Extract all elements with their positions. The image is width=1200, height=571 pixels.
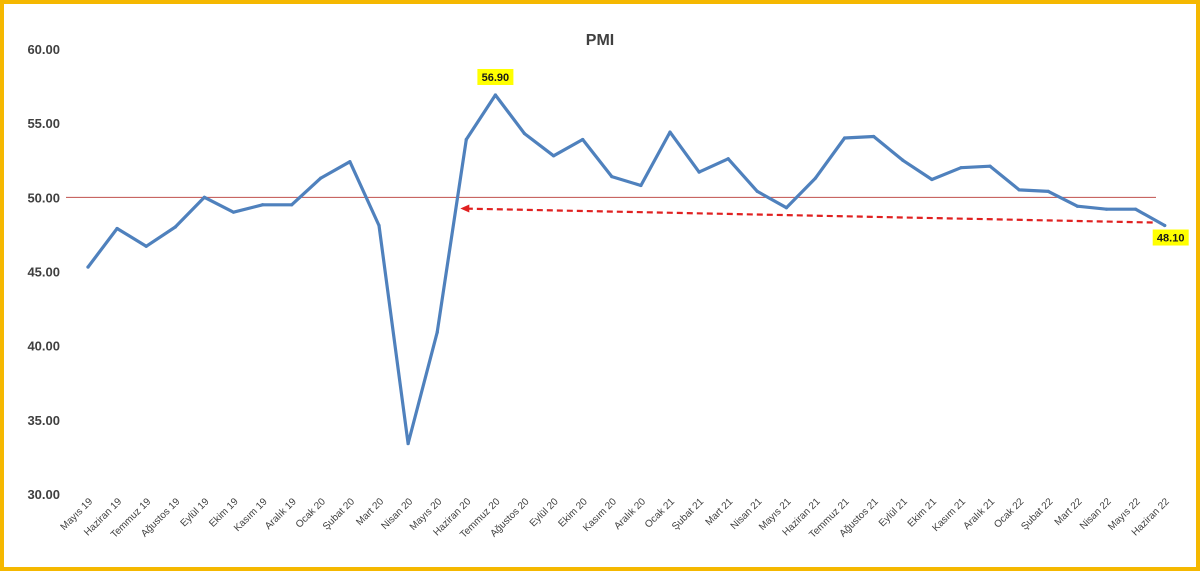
data-point [639,183,643,188]
x-tick-label: Şubat 22 [1019,496,1055,532]
y-tick-label: 35.00 [27,413,60,428]
data-point [813,176,818,180]
data-point [959,166,963,170]
data-point [988,164,992,168]
data-point [493,93,497,97]
data-point [290,203,294,207]
y-tick-label: 50.00 [27,190,60,205]
data-point [1046,189,1050,193]
data-point [231,210,236,214]
data-point [610,174,614,179]
data-point [144,244,148,248]
data-point [406,441,410,446]
data-point [1075,204,1079,208]
data-point [668,130,672,134]
data-point [86,265,90,269]
y-tick-label: 45.00 [27,265,60,280]
pmi-series-line [86,93,1167,446]
data-point [1104,207,1109,211]
data-labels: 56.90 48.10 [477,68,1189,246]
data-label-bg [1152,229,1189,246]
data-point [522,131,527,136]
y-axis: 30.00 35.00 40.00 45.00 50.00 55.00 60.00 [27,42,60,502]
chart-title: PMI [586,32,614,49]
data-point [697,170,701,174]
data-point [435,330,439,334]
x-tick-label: Aralık 19 [263,496,299,532]
data-label: 48.10 [1157,233,1185,245]
data-point [319,176,323,180]
y-tick-label: 30.00 [27,487,60,502]
data-point [843,136,847,140]
pmi-line-chart: PMI 30.0035.0040.0045.0050.0055.0060.00 … [27,32,1189,541]
x-tick-label: Aralık 21 [962,496,998,532]
y-tick-label: 60.00 [27,42,60,57]
y-tick-label: 55.00 [27,116,60,131]
x-tick-label: Eylül 19 [179,496,212,529]
x-tick-label: Şubat 20 [321,496,357,532]
data-point [872,134,876,139]
data-point [726,157,730,161]
data-point [173,225,177,229]
data-point [1163,223,1167,228]
data-point [901,158,905,162]
arrow-head [460,204,470,213]
data-point [1017,188,1021,192]
x-tick-label: Eylül 20 [528,496,561,529]
data-label: 56.90 [482,72,510,84]
data-point [261,203,265,207]
arrow-shaft [468,207,1153,224]
data-point [348,160,352,164]
data-point [755,189,759,193]
data-point [1134,207,1138,211]
trend-arrow [460,204,1153,224]
x-tick-label: Şubat 21 [670,496,706,532]
data-point [930,177,934,182]
x-tick-label: Aralık 20 [612,496,648,532]
data-point [581,137,585,142]
data-point [464,137,468,142]
data-point [377,223,381,228]
data-label-bg [477,68,514,85]
data-point [202,195,206,199]
data-point [115,226,119,231]
x-tick-label: Eylül 21 [877,496,910,529]
series-line [86,93,1167,446]
y-tick-label: 40.00 [27,339,60,354]
data-point [552,154,556,158]
data-point [784,206,789,210]
